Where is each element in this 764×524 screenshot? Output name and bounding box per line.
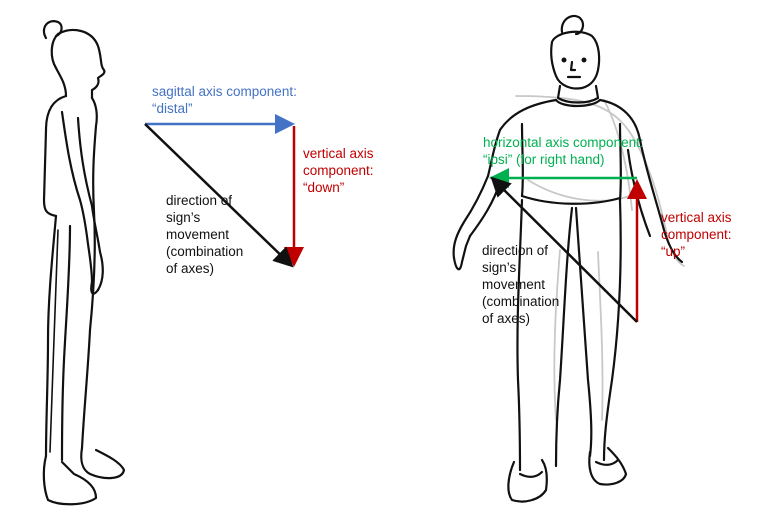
right-movement-label: direction of sign’s movement (combinatio…	[482, 242, 559, 327]
horizontal-label-line: horizontal axis component:	[483, 135, 644, 150]
sagittal-label-line: sagittal axis component:	[152, 84, 297, 99]
sagittal-label-line: “distal”	[152, 101, 193, 116]
horizontal-axis-label: horizontal axis component: “ipsi” (for r…	[483, 134, 644, 168]
vertical-label-line: vertical axis	[303, 146, 374, 161]
right-arrows	[489, 168, 647, 323]
left-vertical-axis-label: vertical axis component: “down”	[303, 145, 374, 196]
vertical-label-line: component:	[661, 227, 732, 242]
movement-label-line: of axes)	[166, 261, 215, 276]
side-view-person	[42, 20, 126, 506]
right-movement-arrow	[490, 176, 638, 323]
movement-label-line: movement	[166, 227, 230, 242]
movement-label-line: sign’s	[482, 260, 517, 275]
vertical-label-line: “up”	[661, 244, 686, 259]
vertical-label-line: vertical axis	[661, 210, 732, 225]
left-arrows	[144, 114, 304, 268]
movement-label-line: movement	[482, 277, 546, 292]
sagittal-axis-label: sagittal axis component: “distal”	[152, 83, 297, 117]
left-movement-arrow	[144, 123, 294, 268]
vertical-label-line: “down”	[303, 180, 345, 195]
movement-label-line: direction of	[482, 243, 549, 258]
movement-label-line: (combination	[166, 244, 244, 259]
movement-label-line: of axes)	[482, 311, 531, 326]
left-movement-label: direction of sign’s movement (combinatio…	[166, 192, 243, 277]
vertical-label-line: component:	[303, 163, 374, 178]
horizontal-label-line: “ipsi” (for right hand)	[483, 152, 605, 167]
movement-label-line: sign’s	[166, 210, 201, 225]
movement-label-line: direction of	[166, 193, 233, 208]
movement-label-line: (combination	[482, 294, 560, 309]
right-vertical-axis-label: vertical axis component: “up”	[661, 209, 732, 260]
